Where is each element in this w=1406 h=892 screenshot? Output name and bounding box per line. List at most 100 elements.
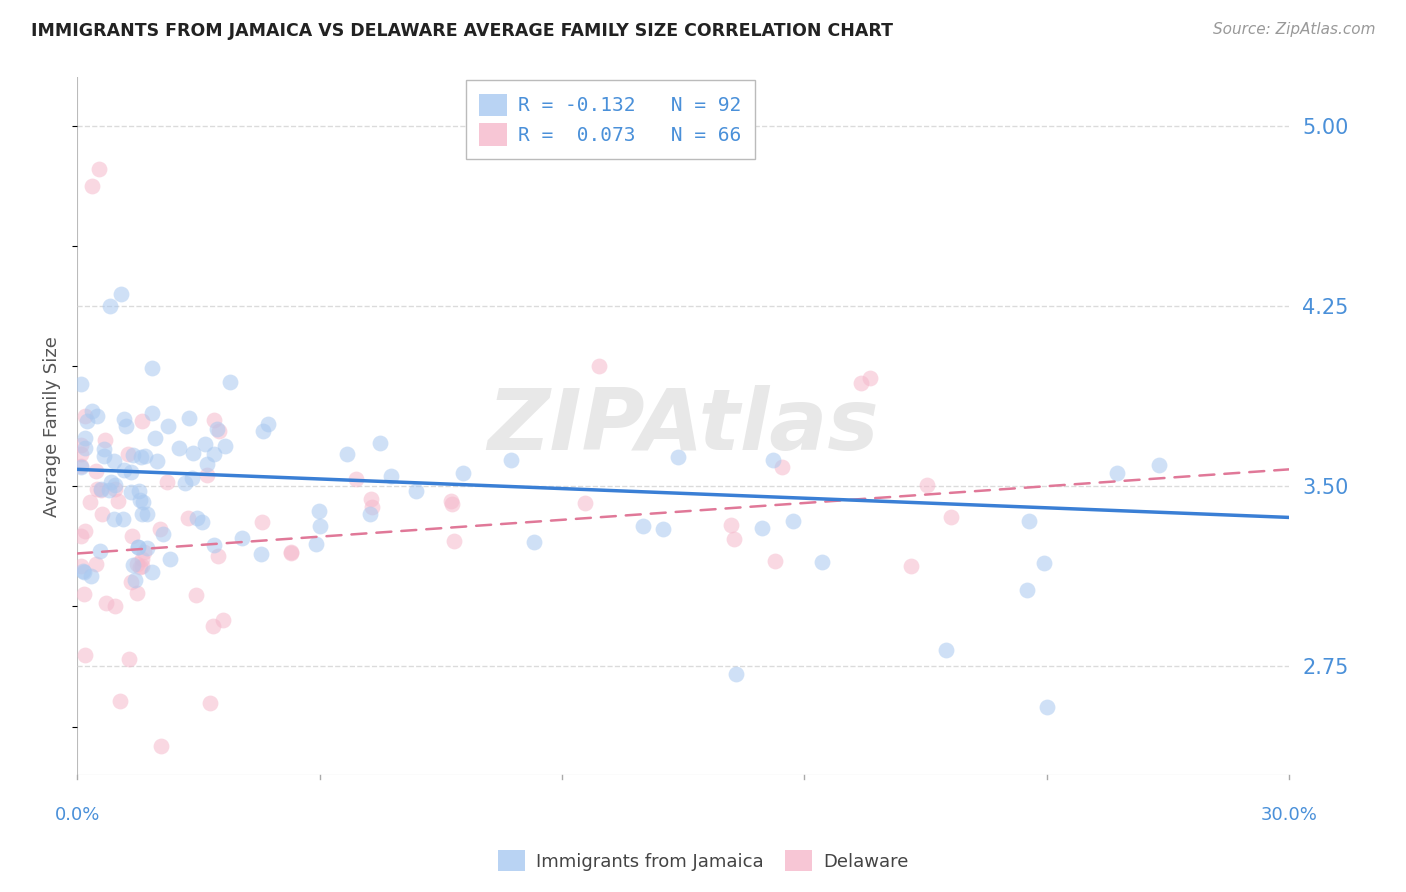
Point [72,587,94,601]
Point [70,437,93,451]
Point [720,518,742,533]
Point [75,431,97,445]
Point [124,573,146,587]
Text: IMMIGRANTS FROM JAMAICA VS DELAWARE AVERAGE FAMILY SIZE CORRELATION CHART: IMMIGRANTS FROM JAMAICA VS DELAWARE AVER… [31,22,893,40]
Point [73,441,96,455]
Point [250,547,273,561]
Point [588,359,610,373]
Point [250,515,273,529]
Point [121,448,143,462]
Point [177,510,200,524]
Point [915,478,938,492]
Point [149,522,172,536]
Point [308,504,330,518]
Point [107,494,129,508]
Point [86,409,108,423]
Point [666,450,689,465]
Point [782,514,804,528]
Point [93,449,115,463]
Text: 30.0%: 30.0% [1261,806,1317,824]
Point [112,411,135,425]
Point [120,485,142,500]
Point [127,540,149,554]
Point [219,375,242,389]
Legend: R = -0.132   N = 92, R =  0.073   N = 66: R = -0.132 N = 92, R = 0.073 N = 66 [465,80,755,159]
Point [280,545,302,559]
Point [723,532,745,546]
Point [70,459,93,474]
Point [136,507,159,521]
Point [87,161,110,176]
Point [120,574,142,589]
Point [441,497,464,511]
Point [127,557,149,571]
Point [72,564,94,578]
Point [214,439,236,453]
Point [94,434,117,448]
Point [194,437,217,451]
Point [70,559,93,574]
Point [127,540,149,554]
Point [128,483,150,498]
Point [167,442,190,456]
Point [359,507,381,521]
Point [121,529,143,543]
Text: Source: ZipAtlas.com: Source: ZipAtlas.com [1212,22,1375,37]
Point [97,483,120,498]
Point [149,739,172,753]
Point [195,457,218,471]
Point [79,495,101,509]
Point [98,299,121,313]
Point [141,405,163,419]
Point [122,558,145,573]
Point [141,360,163,375]
Point [131,508,153,522]
Y-axis label: Average Family Size: Average Family Size [44,335,60,516]
Point [117,447,139,461]
Point [849,376,872,390]
Point [70,529,93,543]
Point [186,511,208,525]
Point [443,534,465,549]
Point [344,472,367,486]
Point [104,599,127,613]
Point [305,536,328,550]
Point [184,588,207,602]
Legend: Immigrants from Jamaica, Delaware: Immigrants from Jamaica, Delaware [491,843,915,879]
Point [935,642,957,657]
Point [75,524,97,539]
Point [136,541,159,555]
Point [202,538,225,552]
Point [252,424,274,438]
Point [724,666,747,681]
Point [73,648,96,662]
Point [152,527,174,541]
Point [86,482,108,496]
Point [131,551,153,566]
Point [181,471,204,485]
Point [336,447,359,461]
Point [859,370,882,384]
Point [112,512,135,526]
Point [939,510,962,524]
Point [174,476,197,491]
Point [156,475,179,489]
Point [90,507,112,521]
Point [129,559,152,574]
Point [811,555,834,569]
Point [200,696,222,710]
Point [129,450,152,464]
Point [256,417,278,431]
Point [103,512,125,526]
Point [761,452,783,467]
Point [181,446,204,460]
Point [86,464,108,478]
Point [80,404,103,418]
Point [86,557,108,571]
Text: 0.0%: 0.0% [55,806,100,824]
Point [146,454,169,468]
Point [80,568,103,582]
Point [114,419,136,434]
Point [89,544,111,558]
Point [118,652,141,666]
